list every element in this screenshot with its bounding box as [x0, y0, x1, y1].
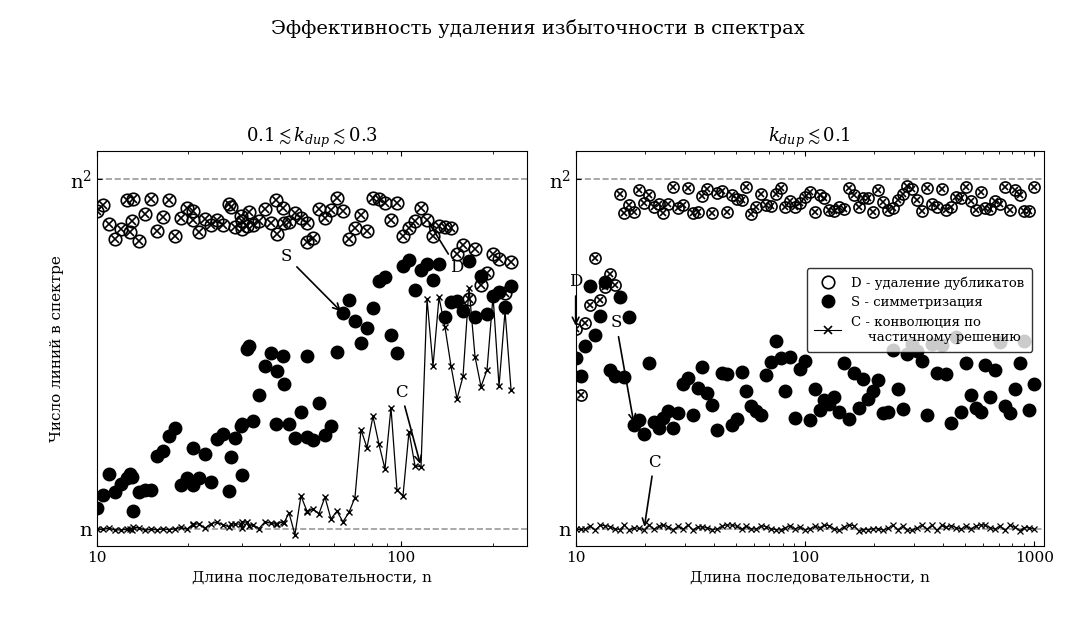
- Text: Эффективность удаления избыточности в спектрах: Эффективность удаления избыточности в сп…: [271, 19, 805, 38]
- Y-axis label: Число линий в спектре: Число линий в спектре: [51, 255, 65, 442]
- Text: D: D: [429, 224, 464, 276]
- Text: D: D: [569, 274, 582, 324]
- X-axis label: Длина последовательности, n: Длина последовательности, n: [690, 571, 930, 585]
- Title: $0.1 \lesssim k_{dup} \lesssim 0.3$: $0.1 \lesssim k_{dup} \lesssim 0.3$: [246, 126, 378, 150]
- Text: C: C: [395, 384, 422, 462]
- Text: S: S: [281, 248, 340, 310]
- Title: $k_{dup} \lesssim 0.1$: $k_{dup} \lesssim 0.1$: [768, 126, 851, 150]
- Text: S: S: [610, 314, 636, 421]
- X-axis label: Длина последовательности, n: Длина последовательности, n: [193, 571, 431, 585]
- Text: C: C: [642, 453, 661, 525]
- Legend: D - удаление дубликатов, S - симметризация, C - конволюция по
    частичному реш: D - удаление дубликатов, S - симметризац…: [807, 268, 1033, 352]
